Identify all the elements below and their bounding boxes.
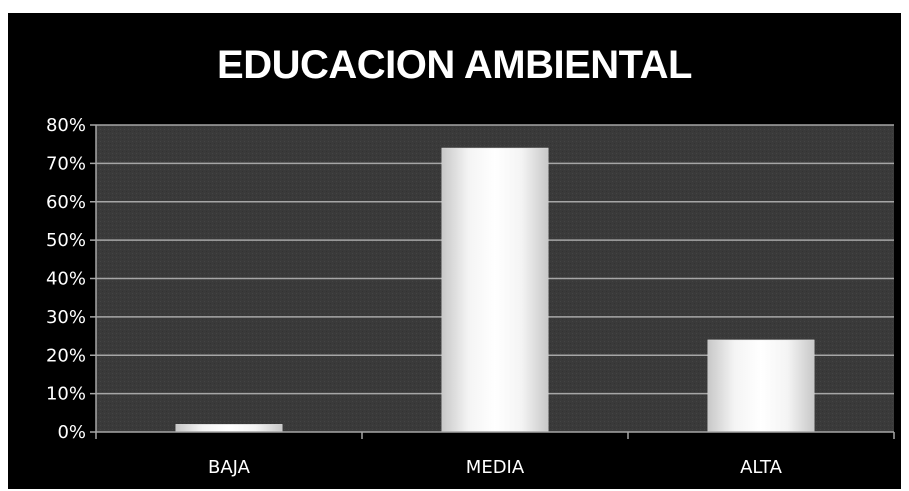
y-tick-label: 60% bbox=[46, 192, 86, 213]
bar-baja bbox=[175, 424, 283, 433]
y-tick-label: 30% bbox=[46, 307, 86, 328]
x-category-label: ALTA bbox=[740, 457, 782, 478]
x-category-label: BAJA bbox=[208, 457, 251, 478]
y-tick-label: 40% bbox=[46, 269, 86, 290]
bar-alta bbox=[707, 339, 815, 433]
bar-media bbox=[441, 147, 549, 433]
bar-chart: 0% 10% 20% 30% 40% 50% 60% 70% 80% BAJA MEDIA ALTA bbox=[46, 115, 895, 478]
y-tick-label: 80% bbox=[46, 115, 86, 136]
y-tick-label: 70% bbox=[46, 153, 86, 174]
chart-title: EDUCACION AMBIENTAL bbox=[217, 43, 692, 87]
y-tick-label: 0% bbox=[57, 422, 86, 443]
x-category-label: MEDIA bbox=[466, 457, 525, 478]
chart-frame: EDUCACION AMBIENTAL 0% 10% 20% 30% 40% 50% 60%… bbox=[8, 13, 901, 489]
y-tick-label: 20% bbox=[46, 345, 86, 366]
y-tick-label: 10% bbox=[46, 384, 86, 405]
y-tick-label: 50% bbox=[46, 230, 86, 251]
